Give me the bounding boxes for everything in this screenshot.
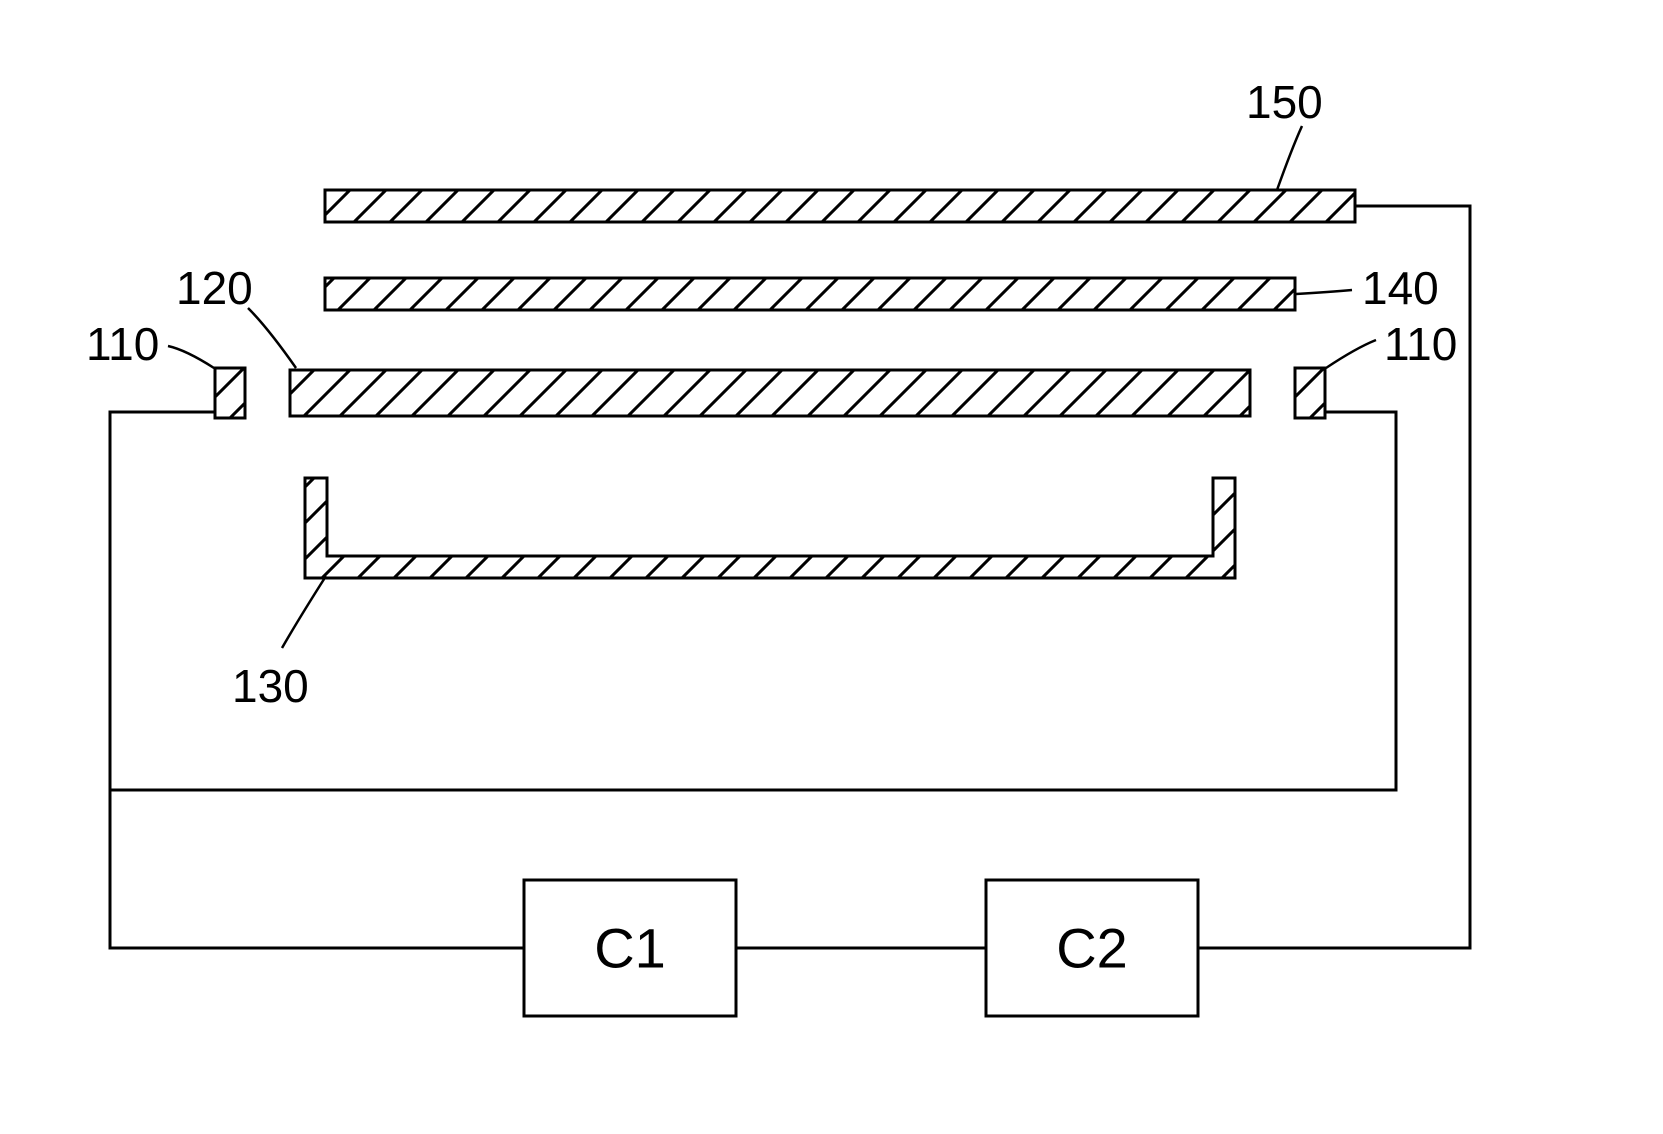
leader-120	[248, 308, 296, 368]
label-l110L: 110	[86, 318, 159, 370]
leader-110-left	[168, 346, 214, 368]
label-l130: 130	[232, 660, 309, 712]
tab-110-right	[1295, 368, 1325, 418]
plate-120	[290, 370, 1250, 416]
tab-110-left	[215, 368, 245, 418]
plate-140	[325, 278, 1295, 310]
label-l150: 150	[1246, 76, 1323, 128]
box-label-c1: C1	[594, 917, 666, 980]
label-l120: 120	[176, 262, 253, 314]
diagram-canvas: 150 140 120 130 110 110 C1 C2	[0, 0, 1663, 1134]
leader-150	[1277, 126, 1302, 190]
label-l110R: 110	[1384, 318, 1457, 370]
label-l140: 140	[1362, 262, 1439, 314]
box-label-c2: C2	[1056, 917, 1128, 980]
cup-130	[305, 478, 1235, 578]
leader-140	[1296, 290, 1352, 294]
leader-130	[282, 576, 326, 648]
leader-110-right	[1326, 340, 1376, 368]
wire-right-tab-branch	[110, 412, 1396, 790]
plate-150	[325, 190, 1355, 222]
